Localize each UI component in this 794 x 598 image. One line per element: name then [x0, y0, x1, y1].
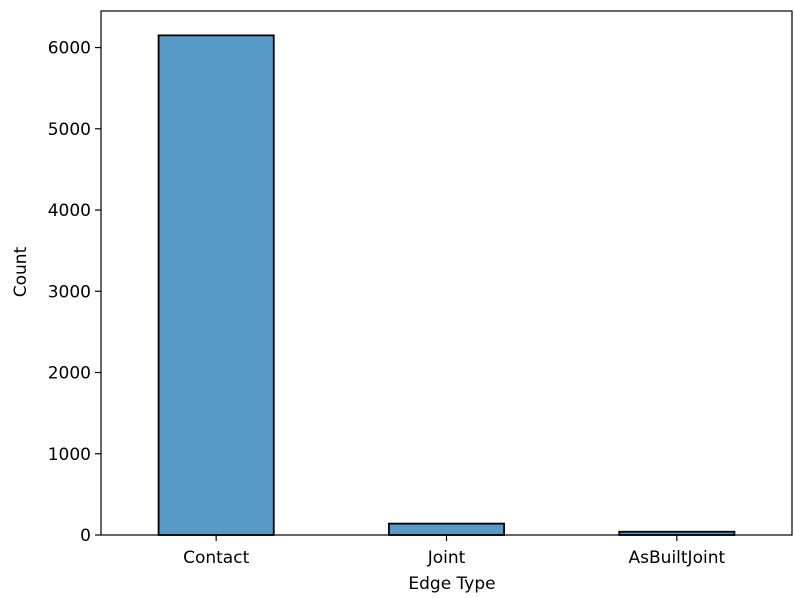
x-tick-label-contact: Contact: [183, 548, 249, 568]
y-tick-label: 1000: [48, 445, 91, 465]
x-tick-label-joint: Joint: [427, 548, 466, 568]
bars-group: [157, 34, 736, 536]
x-axis: Contact Joint AsBuiltJoint: [183, 535, 725, 568]
axes-frame: [100, 10, 793, 536]
y-axis: 0 1000 2000 3000 4000 5000 6000: [48, 39, 101, 546]
y-tick-label: 5000: [48, 120, 91, 140]
y-tick-label: 3000: [48, 282, 91, 302]
y-axis-label: Count: [11, 246, 31, 297]
bar-joint: [388, 522, 505, 536]
y-tick-label: 0: [80, 526, 91, 546]
bar-contact: [157, 34, 275, 536]
y-tick-label: 6000: [48, 39, 91, 59]
x-tick-label-asbuiltjoint: AsBuiltJoint: [629, 548, 726, 568]
y-tick-label: 4000: [48, 201, 91, 221]
x-axis-label: Edge Type: [408, 574, 495, 594]
y-tick-label: 2000: [48, 364, 91, 384]
plot-frame: [100, 10, 793, 536]
